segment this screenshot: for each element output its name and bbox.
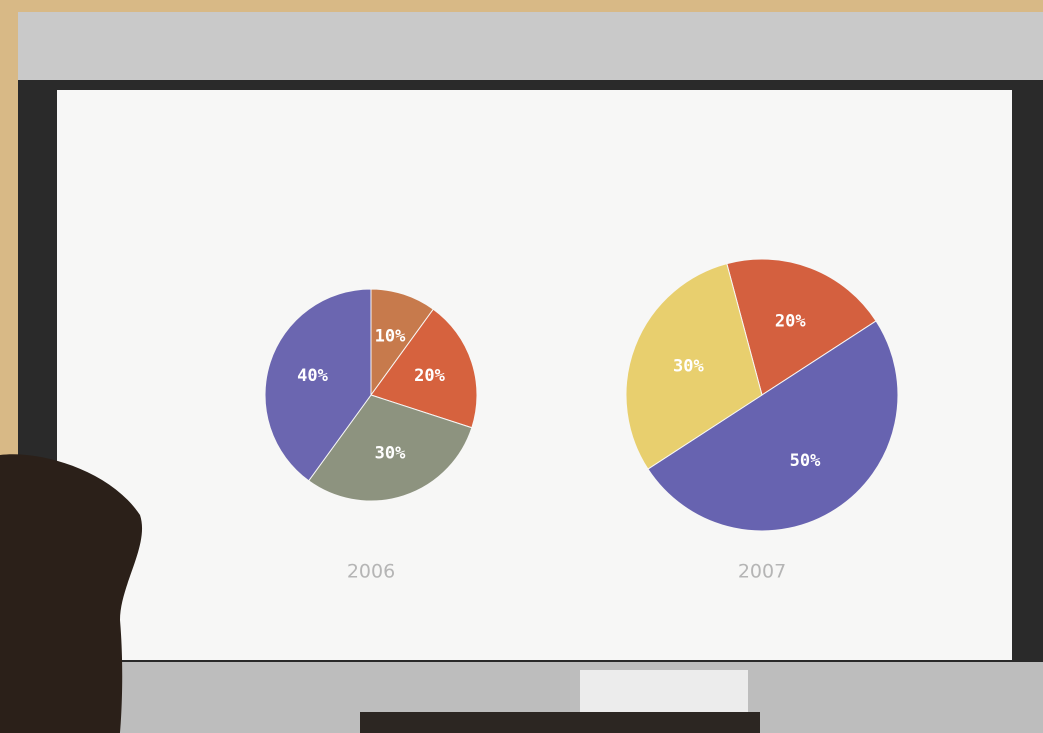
slice-label: 10% [375,327,406,347]
slice-label: 40% [297,366,328,386]
slice-label: 20% [414,366,445,386]
slice-label: 30% [673,357,704,377]
pie-title: 2006 [347,561,395,583]
screen-housing [18,12,1043,90]
slice-label: 20% [775,311,806,331]
slice-label: 50% [790,451,821,471]
slice-label: 30% [375,443,406,463]
photo: 10% 20% 30% 40% 2006 20% 50% 30% 2007 [0,0,1043,733]
projector [360,712,760,733]
paper [580,670,748,712]
person-head [0,454,142,733]
pie-title: 2007 [738,561,786,583]
